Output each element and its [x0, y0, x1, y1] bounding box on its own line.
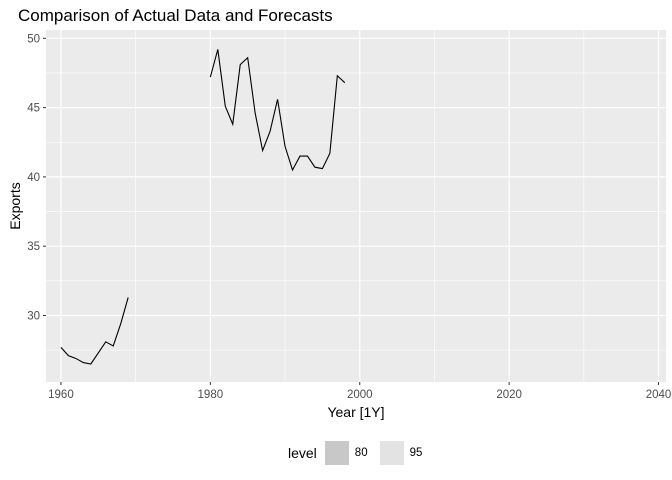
series-line-2 [209, 49, 346, 172]
chart-title: Comparison of Actual Data and Forecasts [18, 6, 333, 25]
y-tick-label: 45 [27, 103, 40, 115]
x-axis: 1960 1980 2000 2020 2040 [48, 382, 671, 401]
legend-label-80: 80 [354, 447, 368, 459]
legend-key-95 [379, 441, 404, 465]
series-lines [60, 49, 346, 365]
y-axis-label: Exports [7, 182, 23, 229]
y-tick-label: 30 [27, 310, 40, 322]
legend-key-80 [324, 441, 349, 465]
x-tick-label: 2040 [646, 389, 672, 401]
x-tick-label: 1960 [48, 389, 74, 401]
legend-title: level [288, 445, 317, 461]
grid-lines [46, 30, 666, 382]
legend: level 80 95 [288, 441, 434, 465]
x-tick-label: 1980 [198, 389, 224, 401]
y-tick-label: 40 [27, 172, 40, 184]
y-tick-label: 35 [27, 241, 40, 253]
x-tick-label: 2000 [347, 389, 373, 401]
plot-panel [46, 30, 666, 382]
legend-label-95: 95 [409, 447, 423, 459]
y-axis: 30 35 40 45 50 [27, 33, 46, 322]
y-tick-label: 50 [27, 33, 40, 45]
series-line-1 [60, 297, 129, 365]
x-axis-label: Year [1Y] [327, 404, 384, 420]
x-tick-label: 2020 [496, 389, 522, 401]
